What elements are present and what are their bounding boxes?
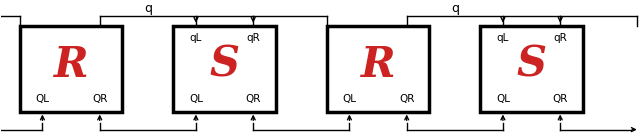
Text: QR: QR [399, 94, 415, 104]
Text: S: S [210, 44, 240, 86]
Text: QR: QR [553, 94, 568, 104]
Text: q: q [451, 2, 459, 15]
Bar [327, 26, 429, 112]
Text: QR: QR [246, 94, 261, 104]
Text: R: R [54, 44, 88, 86]
Bar [480, 26, 583, 112]
Text: QL: QL [496, 94, 510, 104]
Text: q: q [144, 2, 152, 15]
Text: qR: qR [246, 33, 260, 43]
Text: QR: QR [92, 94, 108, 104]
Text: QL: QL [189, 94, 203, 104]
Text: R: R [361, 44, 395, 86]
Text: QL: QL [342, 94, 356, 104]
Bar [173, 26, 276, 112]
Text: qL: qL [190, 33, 202, 43]
Text: S: S [517, 44, 547, 86]
Text: qL: qL [497, 33, 509, 43]
Text: QL: QL [35, 94, 49, 104]
Bar [20, 26, 122, 112]
Text: qR: qR [553, 33, 567, 43]
